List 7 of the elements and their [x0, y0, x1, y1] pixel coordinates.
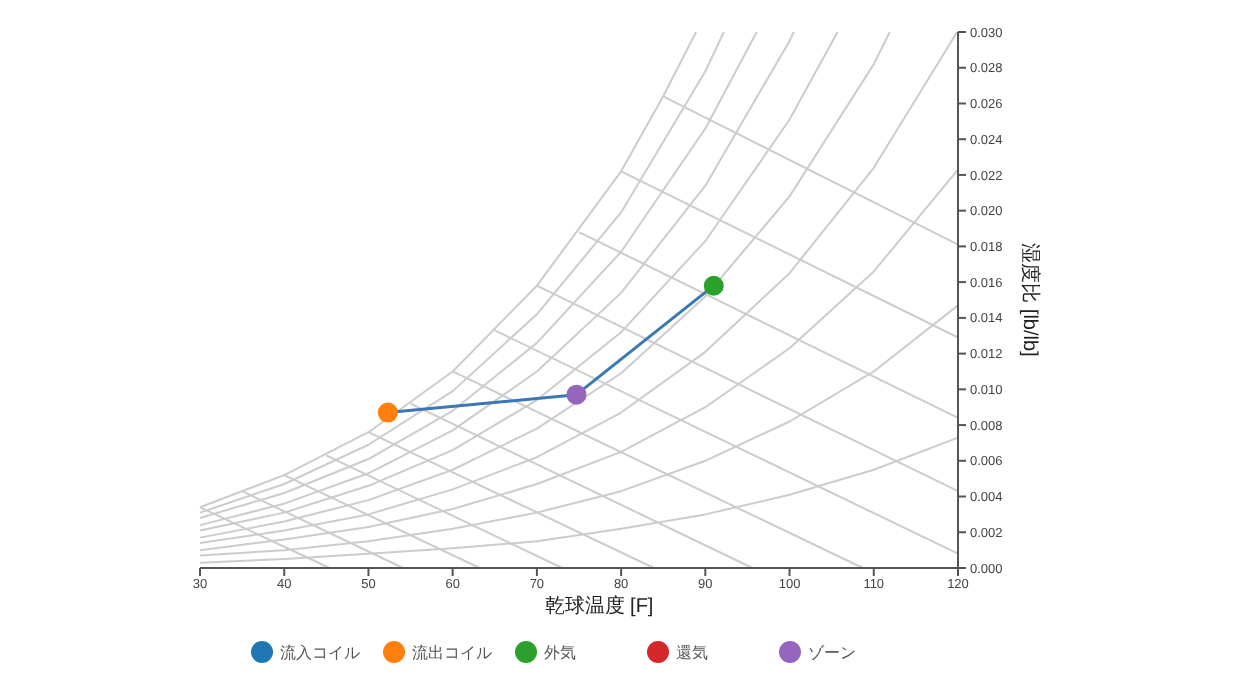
- y-axis-title: 湿度比 [lb/lb]: [1018, 243, 1042, 358]
- x-axis-title: 乾球温度 [F]: [544, 594, 654, 618]
- legend-label: 還気: [676, 644, 708, 662]
- legend-label: 外気: [544, 644, 576, 662]
- legend-label: 流入コイル: [280, 644, 360, 662]
- legend-label: ゾーン: [808, 644, 856, 662]
- legend-label: 流出コイル: [412, 644, 492, 662]
